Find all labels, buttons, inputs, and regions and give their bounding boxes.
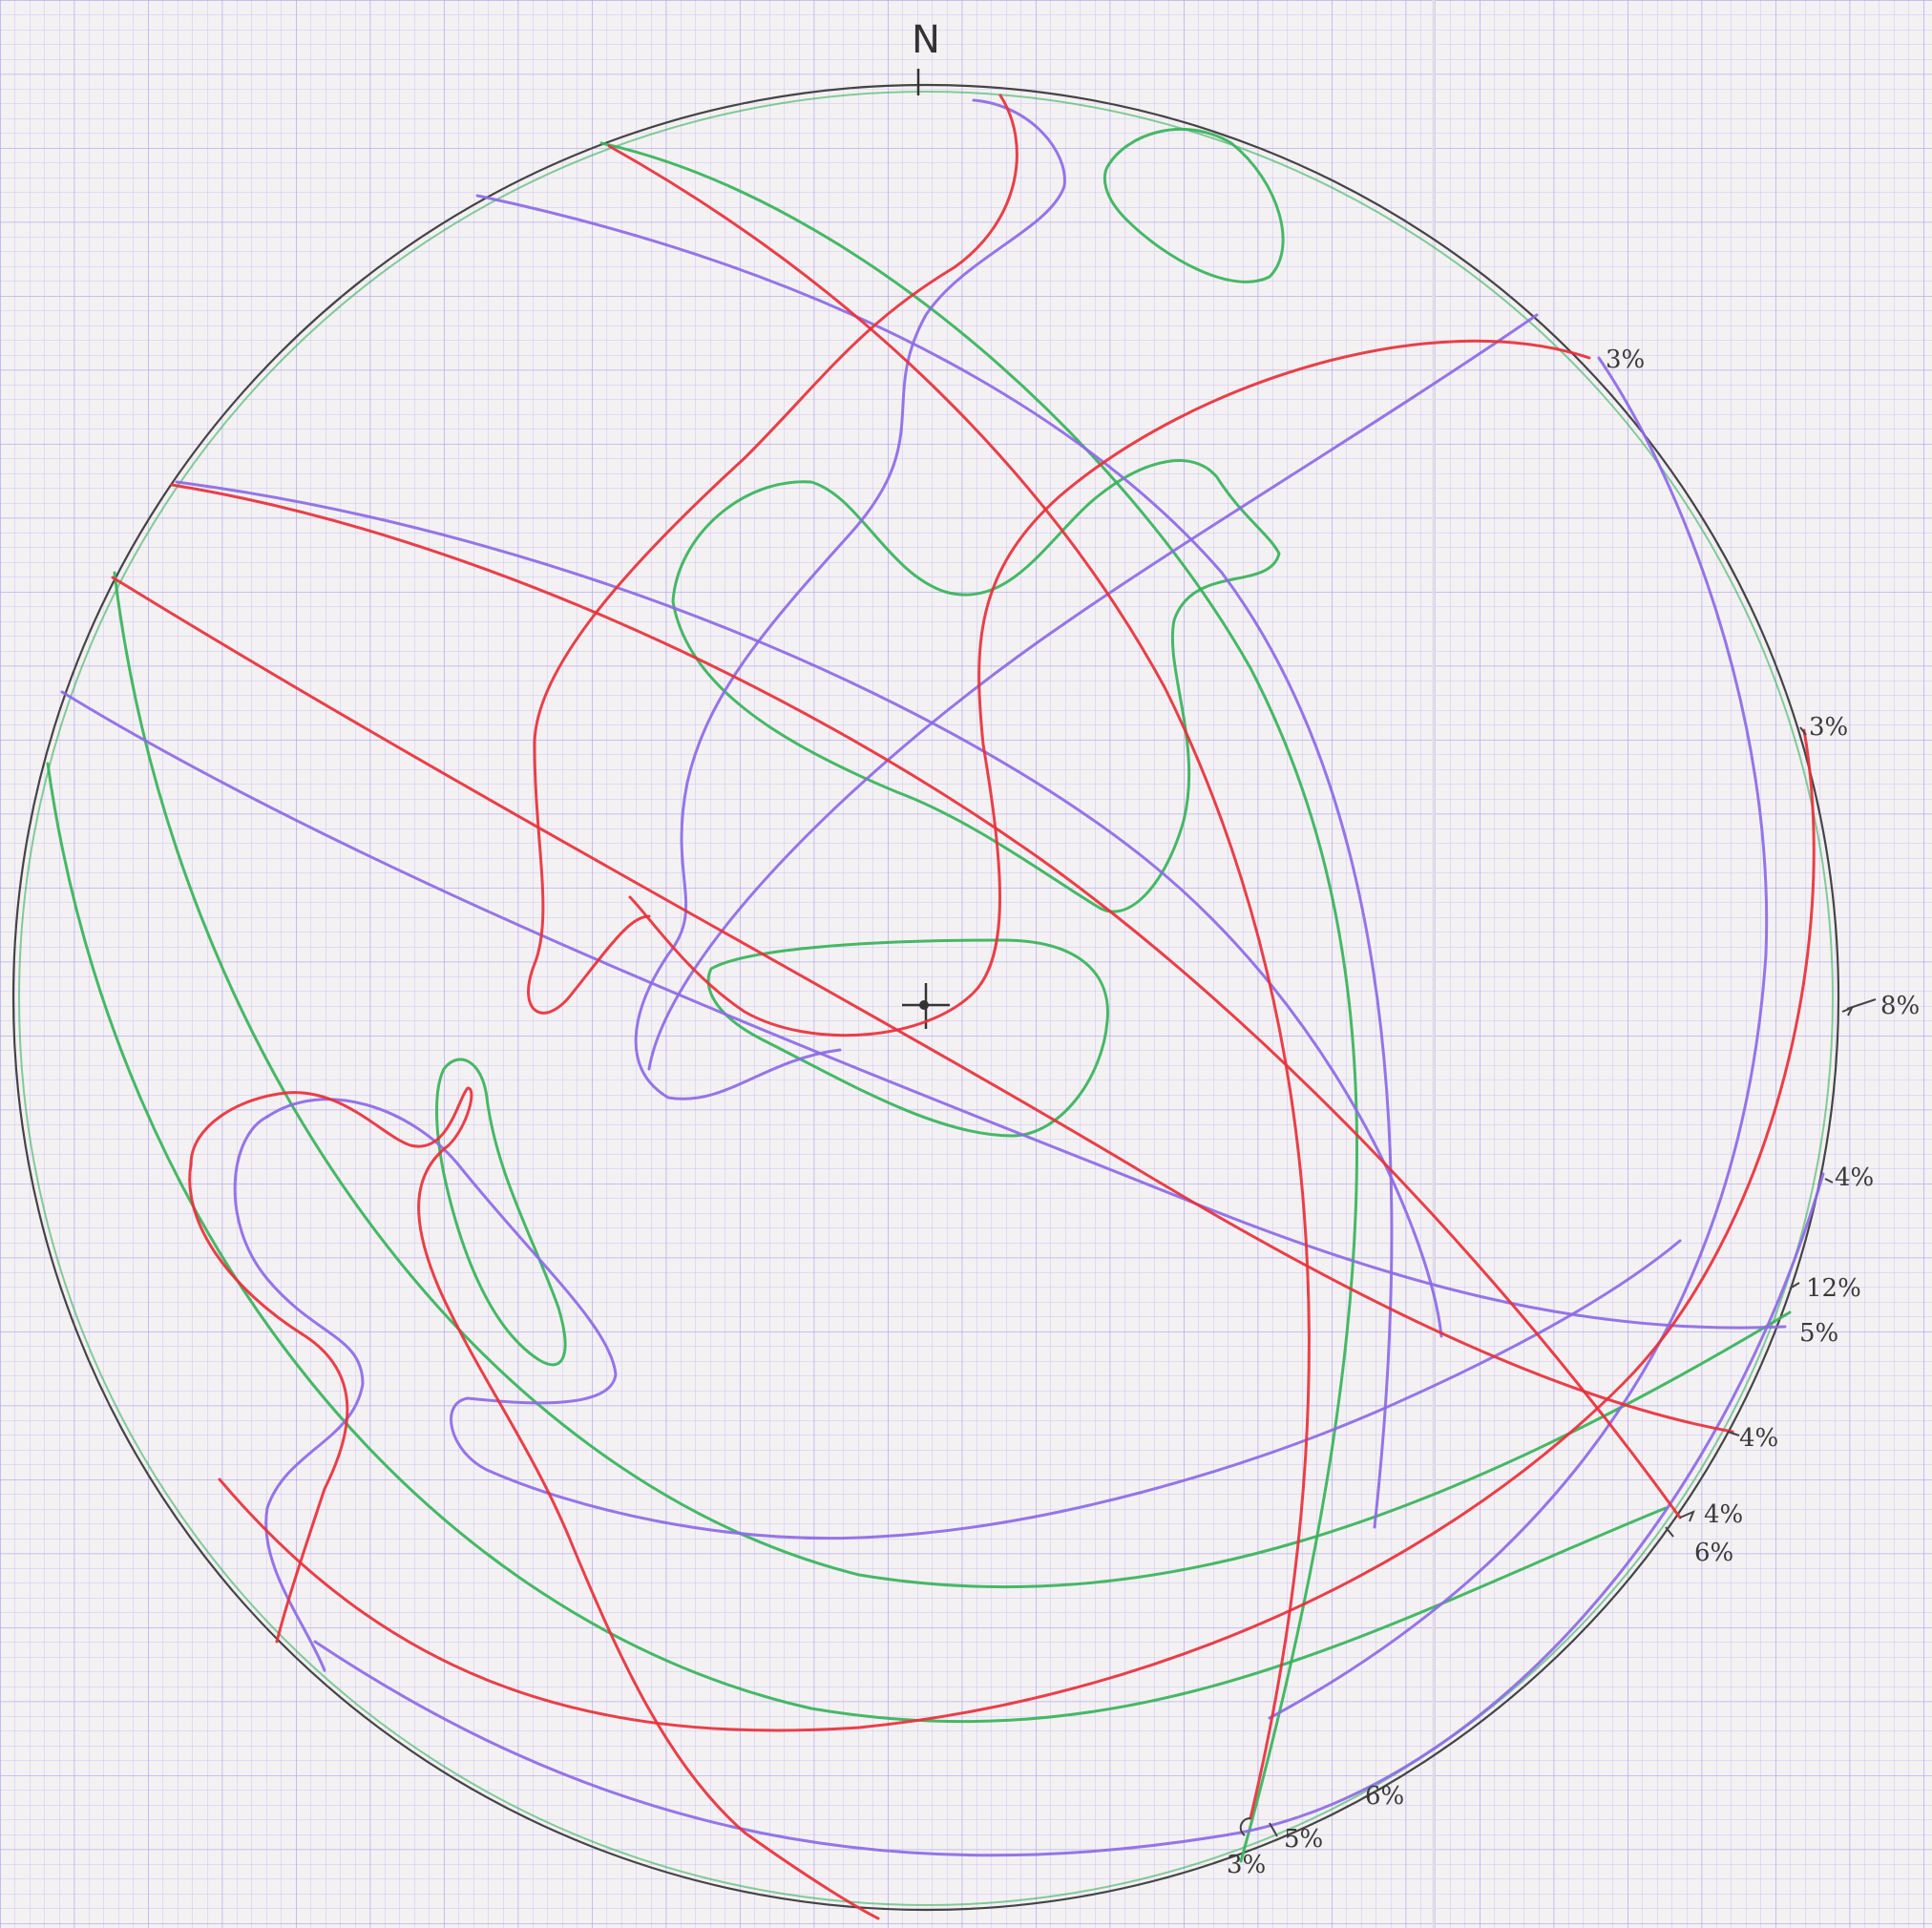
rim-label-5pct-s: 5% [1284, 1825, 1323, 1854]
rim-label-3pct-e: 3% [1809, 713, 1848, 742]
rim-label-4pct-e: 4% [1835, 1163, 1874, 1192]
rim-label-6pct-s: 6% [1365, 1782, 1404, 1811]
north-label: N [912, 18, 940, 62]
rim-label-3pct-ne: 3% [1606, 346, 1645, 374]
rim-label-6pct-se: 6% [1694, 1539, 1733, 1567]
rim-label-3pct-s: 3% [1227, 1851, 1266, 1879]
rim-label-8pct: 8% [1880, 992, 1920, 1020]
rim-label-4pct-se1: 4% [1739, 1424, 1778, 1453]
rim-label-12pct: 12% [1806, 1274, 1861, 1303]
rim-label-5pct-e: 5% [1799, 1319, 1838, 1348]
rim-label-4pct-se2: 4% [1704, 1500, 1743, 1529]
